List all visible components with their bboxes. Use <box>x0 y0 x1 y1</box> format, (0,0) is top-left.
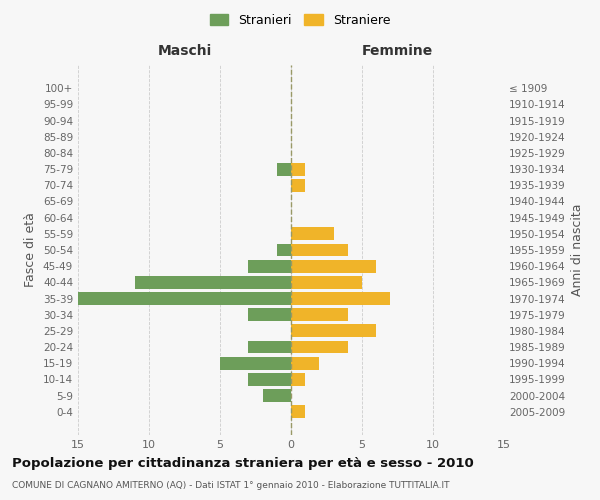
Bar <box>291 373 305 386</box>
Bar <box>291 405 305 418</box>
Bar <box>291 276 362 289</box>
Text: Maschi: Maschi <box>157 44 212 58</box>
Y-axis label: Fasce di età: Fasce di età <box>25 212 37 288</box>
Bar <box>291 340 348 353</box>
Bar <box>291 162 305 175</box>
Bar <box>135 276 291 289</box>
Bar <box>291 260 376 272</box>
Text: Femmine: Femmine <box>362 44 433 58</box>
Bar <box>277 162 291 175</box>
Text: COMUNE DI CAGNANO AMITERNO (AQ) - Dati ISTAT 1° gennaio 2010 - Elaborazione TUTT: COMUNE DI CAGNANO AMITERNO (AQ) - Dati I… <box>12 481 449 490</box>
Bar <box>291 292 391 305</box>
Bar <box>220 356 291 370</box>
Bar <box>291 324 376 338</box>
Bar <box>291 308 348 321</box>
Bar <box>291 244 348 256</box>
Bar <box>78 292 291 305</box>
Text: Popolazione per cittadinanza straniera per età e sesso - 2010: Popolazione per cittadinanza straniera p… <box>12 458 474 470</box>
Bar <box>248 260 291 272</box>
Bar <box>263 389 291 402</box>
Y-axis label: Anni di nascita: Anni di nascita <box>571 204 584 296</box>
Bar <box>248 373 291 386</box>
Bar <box>248 308 291 321</box>
Bar <box>291 228 334 240</box>
Bar <box>291 179 305 192</box>
Bar <box>248 340 291 353</box>
Legend: Stranieri, Straniere: Stranieri, Straniere <box>205 8 395 32</box>
Bar <box>291 356 319 370</box>
Bar <box>277 244 291 256</box>
